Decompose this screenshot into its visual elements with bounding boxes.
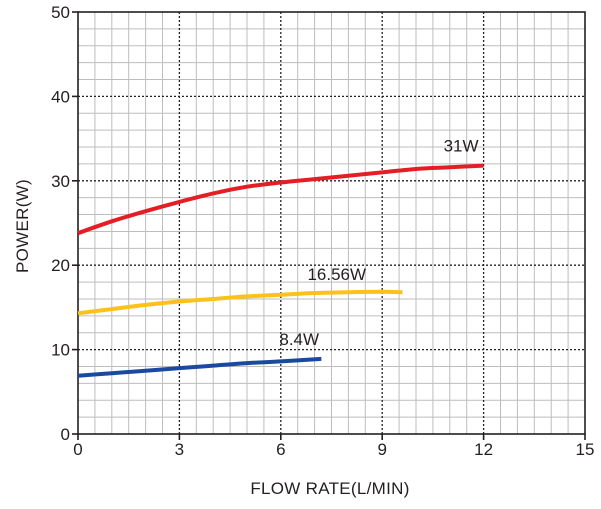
series-label-16.56W: 16.56W [307, 265, 366, 284]
axes [72, 11, 586, 440]
plot-frame [77, 11, 586, 435]
x-axis-title: FLOW RATE(L/MIN) [250, 479, 409, 498]
x-tick-label: 12 [474, 440, 493, 459]
y-tick-label: 10 [51, 341, 70, 360]
y-tick-label: 0 [61, 425, 70, 444]
x-tick-label: 3 [175, 440, 184, 459]
series-line-16.56W [77, 289, 403, 316]
y-axis-title: POWER(W) [13, 179, 32, 273]
y-tick-label: 20 [51, 256, 70, 275]
x-tick-label: 9 [377, 440, 386, 459]
x-tick-label: 0 [73, 440, 82, 459]
y-tick-label: 30 [51, 172, 70, 191]
y-tick-label: 50 [51, 3, 70, 22]
series-line-8.4W [77, 356, 322, 378]
tick-labels: 0 10 20 30 40 50 0 3 6 9 12 15 [51, 3, 594, 459]
series-label-31W: 31W [444, 137, 479, 156]
x-tick-label: 15 [576, 440, 595, 459]
series-labels: 31W 16.56W 8.4W [279, 137, 478, 349]
grid [78, 12, 585, 434]
series-label-8.4W: 8.4W [279, 330, 319, 349]
y-tick-label: 40 [51, 87, 70, 106]
series-lines [77, 163, 484, 378]
x-tick-label: 6 [276, 440, 285, 459]
series-line-31W [77, 163, 484, 236]
